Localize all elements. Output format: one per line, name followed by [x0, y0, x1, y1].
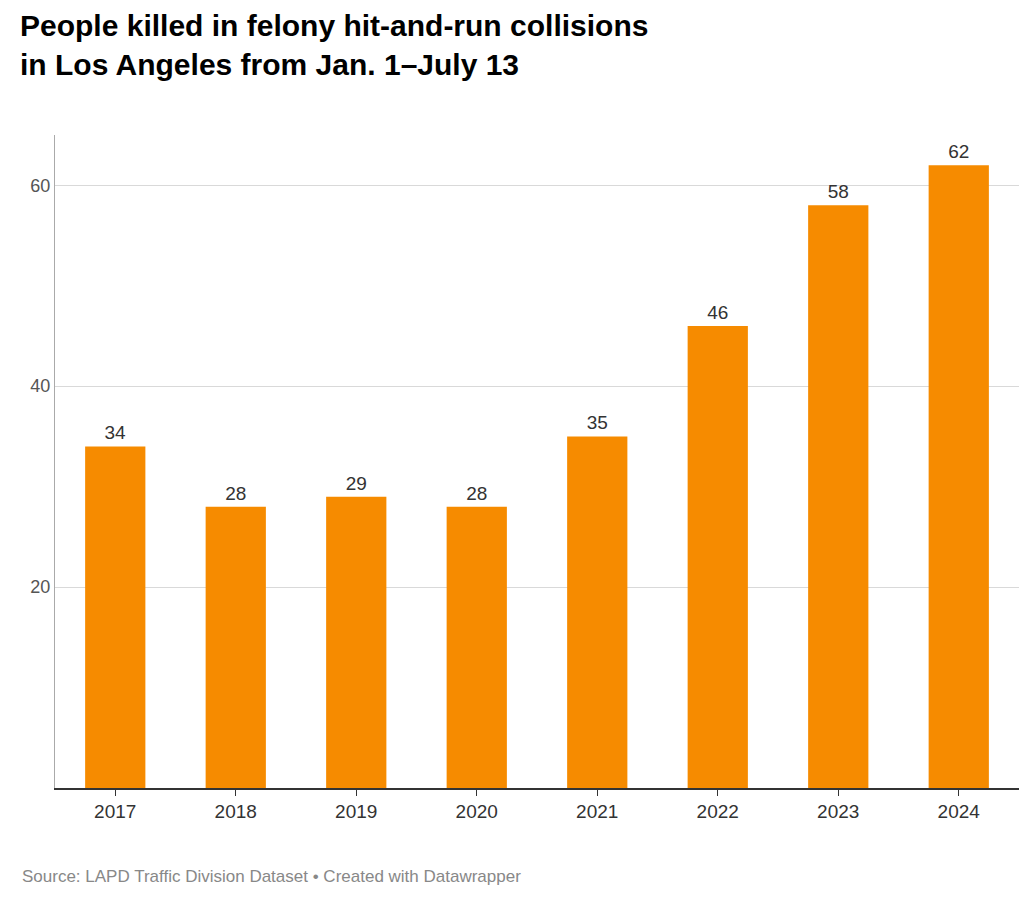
svg-text:20: 20 [30, 577, 50, 597]
svg-text:60: 60 [30, 176, 50, 196]
svg-text:34: 34 [104, 422, 126, 443]
svg-text:2017: 2017 [94, 801, 136, 822]
svg-text:2021: 2021 [576, 801, 618, 822]
svg-text:29: 29 [346, 473, 367, 494]
svg-text:40: 40 [30, 376, 50, 396]
svg-text:58: 58 [828, 181, 849, 202]
svg-text:28: 28 [466, 483, 487, 504]
svg-text:2022: 2022 [697, 801, 739, 822]
svg-text:2023: 2023 [817, 801, 859, 822]
svg-text:46: 46 [707, 302, 728, 323]
svg-text:Source: LAPD Traffic Division: Source: LAPD Traffic Division Dataset • … [22, 867, 521, 886]
svg-text:2019: 2019 [335, 801, 377, 822]
svg-text:2024: 2024 [938, 801, 981, 822]
svg-text:28: 28 [225, 483, 246, 504]
svg-text:People killed in felony hit-an: People killed in felony hit-and-run coll… [20, 9, 648, 81]
svg-text:2018: 2018 [215, 801, 257, 822]
svg-text:35: 35 [587, 412, 608, 433]
svg-text:2020: 2020 [456, 801, 498, 822]
svg-text:62: 62 [948, 141, 969, 162]
